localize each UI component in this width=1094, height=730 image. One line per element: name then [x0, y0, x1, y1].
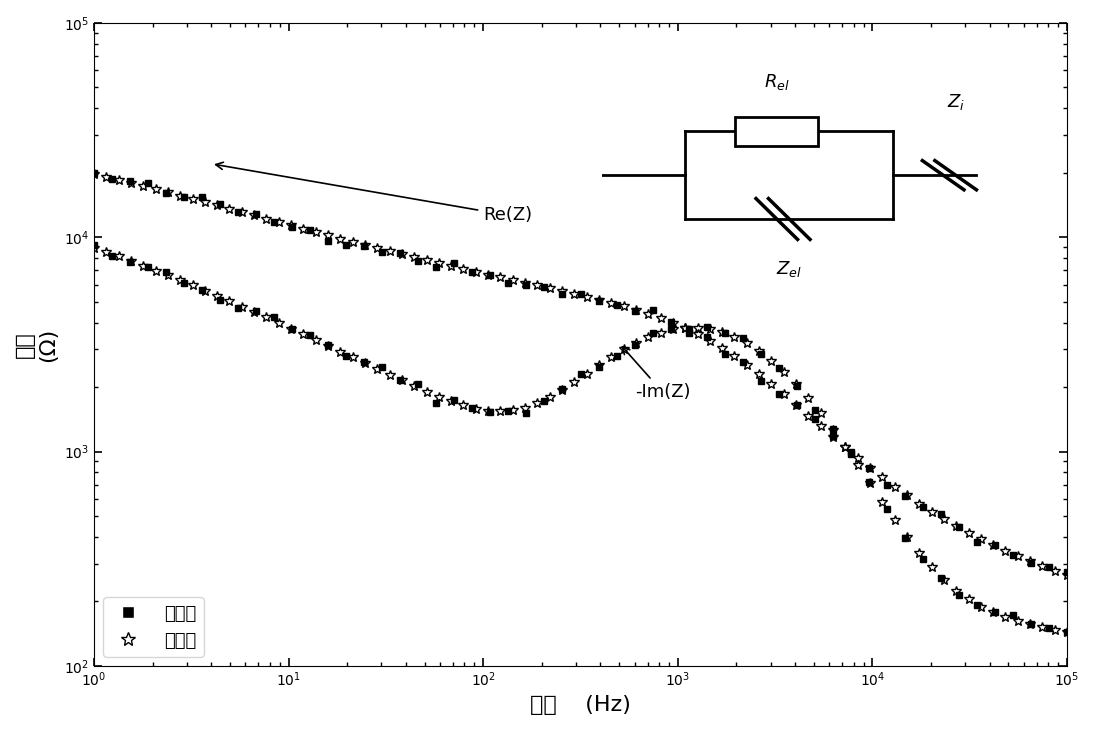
- Legend: 测量値, 模拟値: 测量値, 模拟値: [103, 597, 203, 657]
- Text: $Z_i$: $Z_i$: [946, 92, 964, 112]
- Text: -Im(Z): -Im(Z): [622, 347, 689, 401]
- Text: Re(Z): Re(Z): [216, 162, 532, 224]
- X-axis label: 频率    (Hz): 频率 (Hz): [529, 695, 630, 715]
- Y-axis label: 阻抗
(Ω): 阻抗 (Ω): [15, 327, 58, 361]
- Text: $Z_{el}$: $Z_{el}$: [776, 258, 802, 279]
- Text: $R_{el}$: $R_{el}$: [764, 72, 789, 92]
- Bar: [735, 117, 818, 146]
